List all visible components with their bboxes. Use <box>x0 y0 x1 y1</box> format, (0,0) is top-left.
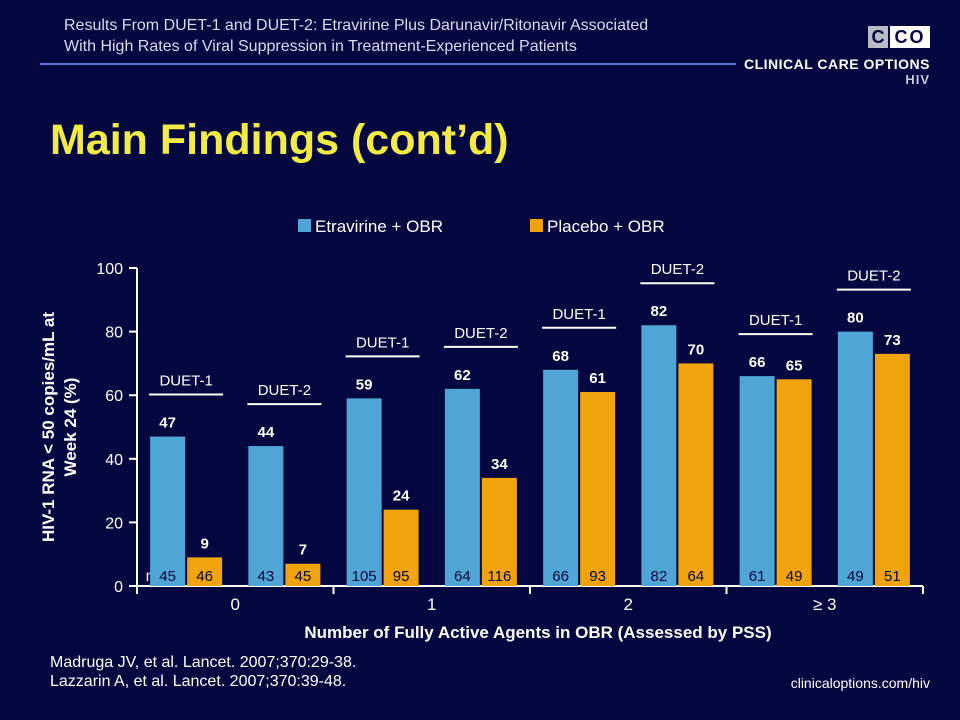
bar-etravirine <box>739 376 775 586</box>
legend-label-2: Placebo + OBR <box>547 217 665 236</box>
x-group-label: 0 <box>231 595 240 614</box>
bar-value-label: 66 <box>749 354 766 371</box>
y-axis-title-line-2: Week 24 (%) <box>61 378 80 477</box>
subgroup-label: DUET-2 <box>258 382 311 399</box>
bar-etravirine <box>837 331 873 586</box>
bar-n-label: 51 <box>884 568 901 585</box>
bar-value-label: 70 <box>688 341 705 358</box>
bar-placebo <box>285 563 321 586</box>
subgroup-label: DUET-2 <box>454 325 507 342</box>
bar-value-label: 73 <box>884 332 901 349</box>
bar-n-label: 49 <box>786 568 803 585</box>
bar-value-label: 68 <box>552 348 569 365</box>
bar-value-label: 34 <box>491 456 508 473</box>
bar-value-label: 80 <box>847 310 864 327</box>
reference-2: Lazzarin A, et al. Lancet. 2007;370:39-4… <box>50 673 347 690</box>
subgroup-label: DUET-2 <box>651 261 704 278</box>
legend-swatch-2 <box>530 219 543 232</box>
bar-etravirine <box>346 398 382 586</box>
reference-1: Madruga JV, et al. Lancet. 2007;370:29-3… <box>50 654 357 671</box>
bar-n-label: 64 <box>688 568 705 585</box>
bar-placebo <box>481 477 517 586</box>
y-tick-label: 60 <box>105 388 123 405</box>
bar-n-label: 66 <box>552 568 569 585</box>
bar-etravirine <box>150 436 186 586</box>
logo-mark-right: CO <box>890 26 930 48</box>
subgroup-label: DUET-2 <box>847 268 900 285</box>
bar-n-label: 49 <box>847 568 864 585</box>
logo-sub: HIV <box>905 72 930 87</box>
logo-name: CLINICAL CARE OPTIONS <box>743 56 930 72</box>
bar-n-label: 43 <box>258 568 275 585</box>
subgroup-label: DUET-1 <box>159 373 212 390</box>
bar-n-label: 82 <box>651 568 668 585</box>
slide-subtitle: Results From DUET-1 and DUET-2: Etraviri… <box>64 15 764 57</box>
footer-url: clinicaloptions.com/hiv <box>790 675 930 691</box>
bar-etravirine <box>248 446 284 586</box>
references: Madruga JV, et al. Lancet. 2007;370:29-3… <box>50 653 356 691</box>
bar-value-label: 65 <box>786 357 803 374</box>
bar-etravirine <box>444 388 480 586</box>
bar-value-label: 82 <box>651 303 668 320</box>
legend-label-1: Etravirine + OBR <box>315 217 443 236</box>
bar-n-label: 61 <box>749 568 766 585</box>
bar-value-label: 59 <box>356 376 373 393</box>
bar-n-label: 105 <box>352 568 377 585</box>
subgroup-label: DUET-1 <box>552 306 605 323</box>
y-tick-label: 100 <box>96 261 123 278</box>
x-group-label: ≥ 3 <box>813 595 837 614</box>
logo-mark-left: C <box>868 26 888 48</box>
slide-title: Main Findings (cont’d) <box>50 116 509 164</box>
bar-n-label: 116 <box>487 568 511 585</box>
y-tick-label: 80 <box>105 325 123 342</box>
bar-value-label: 24 <box>393 488 410 505</box>
bar-placebo <box>187 557 223 586</box>
bar-n-label: 95 <box>393 568 410 585</box>
header-divider <box>40 63 736 65</box>
bar-placebo <box>580 392 616 586</box>
subgroup-label: DUET-1 <box>356 334 409 351</box>
cco-logo: C CO <box>868 26 930 48</box>
bar-n-label: 46 <box>196 568 213 585</box>
subtitle-line-2: With High Rates of Viral Suppression in … <box>64 38 577 55</box>
bar-value-label: 62 <box>454 367 471 384</box>
bar-value-label: 9 <box>200 535 208 552</box>
bar-etravirine <box>641 325 677 586</box>
subtitle-line-1: Results From DUET-1 and DUET-2: Etraviri… <box>64 17 649 34</box>
bar-placebo <box>383 509 419 586</box>
bar-value-label: 47 <box>159 415 176 432</box>
bar-placebo <box>874 353 910 586</box>
y-tick-label: 20 <box>105 515 123 532</box>
x-group-label: 1 <box>427 595 436 614</box>
y-axis-title-line-1: HIV-1 RNA < 50 copies/mL at <box>39 312 58 542</box>
bar-n-label: 45 <box>295 568 312 585</box>
legend-swatch-1 <box>298 219 311 232</box>
bar-placebo <box>776 379 812 586</box>
bar-value-label: 44 <box>258 424 275 441</box>
bar-n-label: 93 <box>589 568 606 585</box>
bar-placebo <box>678 363 714 586</box>
y-tick-label: 40 <box>105 452 123 469</box>
bar-value-label: 61 <box>589 370 606 387</box>
bar-n-label: 45 <box>159 568 176 585</box>
x-group-label: 2 <box>624 595 633 614</box>
bar-etravirine <box>543 369 579 586</box>
bar-value-label: 7 <box>299 542 307 559</box>
subgroup-label: DUET-1 <box>749 312 802 329</box>
y-tick-label: 0 <box>114 579 123 596</box>
x-axis-title: Number of Fully Active Agents in OBR (As… <box>304 623 771 642</box>
bar-n-label: 64 <box>454 568 471 585</box>
